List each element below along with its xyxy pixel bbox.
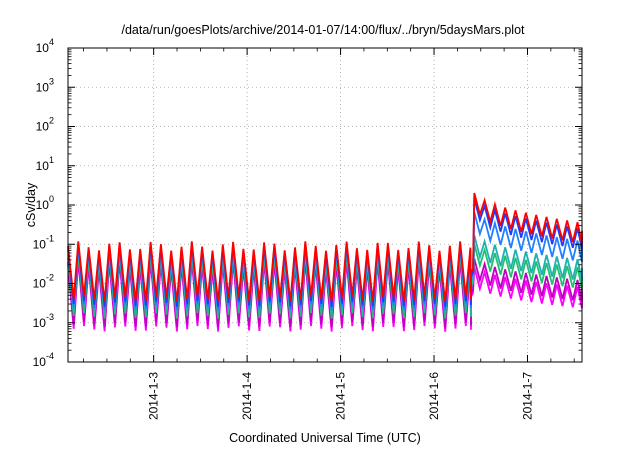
x-tick-label: 2014-1-7 bbox=[520, 372, 534, 420]
y-tick-label: 10-1 bbox=[33, 233, 54, 251]
y-tick-exponent: -2 bbox=[46, 273, 54, 283]
series-layer bbox=[67, 192, 583, 332]
y-tick-exponent: 0 bbox=[49, 194, 54, 204]
y-tick-base: 10 bbox=[36, 198, 50, 212]
x-tick-label: 2014-1-5 bbox=[334, 372, 348, 420]
y-tick-exponent: 4 bbox=[49, 37, 54, 47]
chart-title: /data/run/goesPlots/archive/2014-01-07/1… bbox=[121, 23, 525, 37]
x-tick-labels: 2014-1-3 2014-1-4 2014-1-5 2014-1-6 2014-1-7 bbox=[147, 372, 535, 420]
y-axis-title: cSv/day bbox=[24, 182, 38, 227]
y-tick-base: 10 bbox=[36, 41, 50, 55]
y-tick-label: 100 bbox=[36, 194, 54, 212]
y-tick-exponent: 1 bbox=[49, 155, 54, 165]
y-tick-label: 103 bbox=[36, 76, 54, 94]
y-tick-label: 101 bbox=[36, 155, 54, 173]
ticks bbox=[68, 47, 582, 363]
y-tick-exponent: 3 bbox=[49, 76, 54, 86]
series-line bbox=[67, 192, 583, 302]
y-tick-base: 10 bbox=[33, 355, 47, 369]
y-tick-base: 10 bbox=[36, 120, 50, 134]
y-tick-base: 10 bbox=[36, 159, 50, 173]
y-tick-exponent: -4 bbox=[46, 351, 54, 361]
y-tick-label: 10-3 bbox=[33, 312, 54, 330]
x-tick-label: 2014-1-6 bbox=[427, 372, 441, 420]
y-tick-base: 10 bbox=[33, 316, 47, 330]
y-tick-label: 10-4 bbox=[33, 351, 54, 369]
y-tick-exponent: -1 bbox=[46, 233, 54, 243]
y-tick-base: 10 bbox=[33, 277, 47, 291]
y-tick-label: 102 bbox=[36, 116, 54, 134]
y-tick-exponent: 2 bbox=[49, 116, 54, 126]
y-tick-base: 10 bbox=[36, 80, 50, 94]
x-tick-label: 2014-1-4 bbox=[240, 372, 254, 420]
y-tick-exponent: -3 bbox=[46, 312, 54, 322]
x-tick-label: 2014-1-3 bbox=[147, 372, 161, 420]
x-axis-title: Coordinated Universal Time (UTC) bbox=[229, 431, 421, 445]
y-tick-label: 104 bbox=[36, 37, 54, 55]
y-tick-label: 10-2 bbox=[33, 273, 54, 291]
y-tick-base: 10 bbox=[33, 237, 47, 251]
